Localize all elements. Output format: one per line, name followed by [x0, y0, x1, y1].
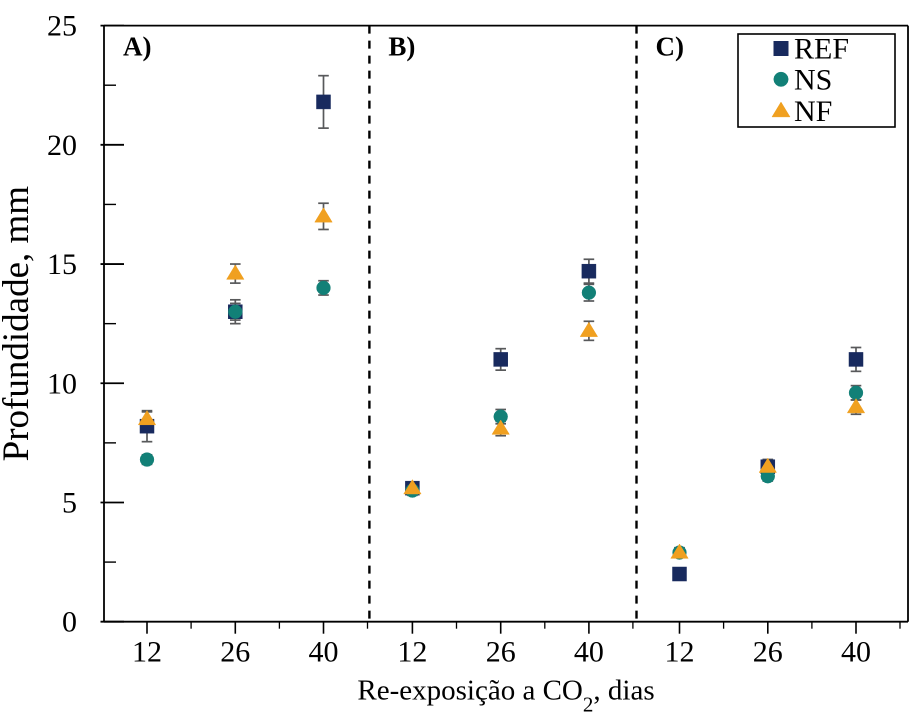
svg-text:12: 12 — [665, 636, 695, 669]
svg-text:0: 0 — [62, 606, 77, 639]
svg-text:12: 12 — [132, 636, 162, 669]
svg-text:40: 40 — [574, 636, 604, 669]
svg-text:5: 5 — [62, 486, 77, 519]
svg-text:REF: REF — [794, 33, 849, 66]
svg-text:A): A) — [123, 32, 152, 62]
svg-text:15: 15 — [47, 248, 77, 281]
svg-text:10: 10 — [47, 367, 77, 400]
svg-text:25: 25 — [47, 10, 77, 43]
svg-text:12: 12 — [397, 636, 427, 669]
svg-text:26: 26 — [486, 636, 516, 669]
svg-text:40: 40 — [309, 636, 339, 669]
svg-text:NF: NF — [794, 95, 832, 128]
svg-text:20: 20 — [47, 129, 77, 162]
svg-text:26: 26 — [753, 636, 783, 669]
svg-text:26: 26 — [220, 636, 250, 669]
svg-text:Re-exposição a CO2, dias: Re-exposição a CO2, dias — [357, 675, 654, 717]
svg-text:40: 40 — [841, 636, 871, 669]
svg-text:B): B) — [388, 32, 415, 62]
svg-text:NS: NS — [794, 63, 832, 96]
svg-text:Profundidade, mm: Profundidade, mm — [0, 186, 37, 462]
svg-text:C): C) — [656, 32, 685, 62]
